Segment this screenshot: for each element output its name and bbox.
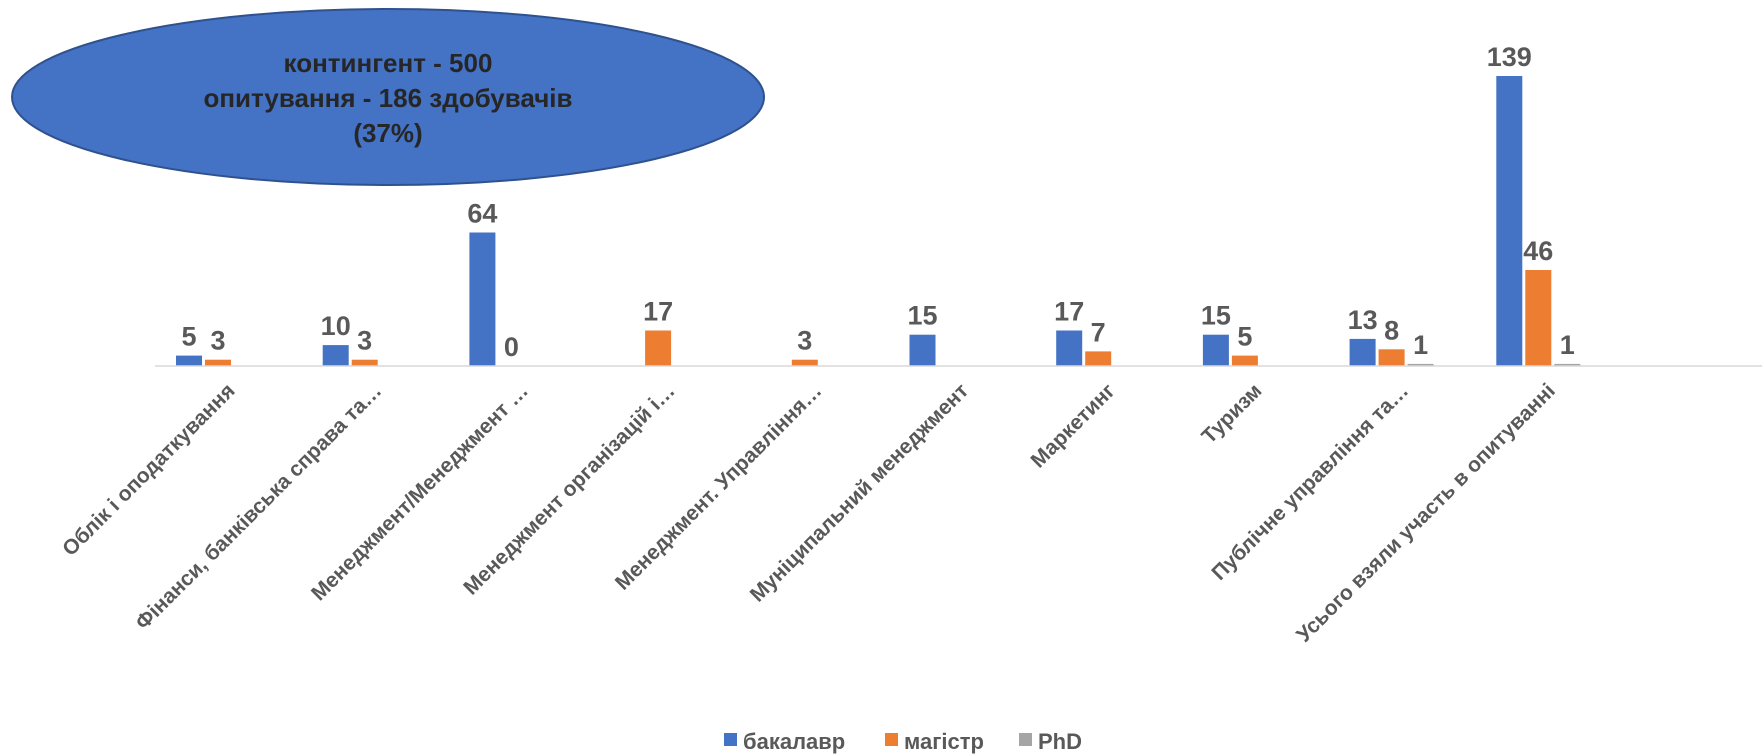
value-label-0-5: 15 xyxy=(907,301,937,331)
bar-1-8 xyxy=(1378,349,1405,366)
bar-0-7 xyxy=(1202,334,1229,366)
bar-1-1 xyxy=(351,359,378,366)
bar-1-7 xyxy=(1231,355,1258,366)
value-label-1-1: 3 xyxy=(357,326,372,356)
value-label-2-8: 1 xyxy=(1413,330,1428,360)
category-label-6: Маркетинг xyxy=(1027,379,1120,472)
value-label-1-0: 3 xyxy=(210,326,225,356)
value-label-1-6: 7 xyxy=(1091,317,1106,347)
category-label-7: Туризм xyxy=(1197,379,1266,448)
value-label-1-2: 0 xyxy=(504,332,519,362)
bar-1-6 xyxy=(1085,351,1112,366)
bar-2-8 xyxy=(1407,363,1434,366)
legend-label-master: магістр xyxy=(904,729,984,754)
legend-swatch-bachelor xyxy=(724,733,737,746)
legend-label-bachelor: бакалавр xyxy=(743,729,845,754)
category-label-9: Усього взяли участь в опитуванні xyxy=(1292,379,1560,647)
value-label-1-8: 8 xyxy=(1384,315,1399,345)
value-label-0-1: 10 xyxy=(321,311,351,341)
value-label-1-9: 46 xyxy=(1523,236,1553,266)
legend-label-phd: PhD xyxy=(1038,729,1082,754)
value-label-1-3: 17 xyxy=(643,297,673,327)
legend-swatch-master xyxy=(885,733,898,746)
bar-0-5 xyxy=(909,334,936,366)
category-label-0: Облік і оподаткування xyxy=(58,379,239,560)
legend: бакалавр магістр PhD xyxy=(724,729,1082,754)
value-label-1-4: 3 xyxy=(797,326,812,356)
callout-line-1: контингент - 500 xyxy=(284,48,493,78)
bar-1-0 xyxy=(205,359,231,366)
bar-0-2 xyxy=(469,232,496,366)
bar-1-3 xyxy=(645,330,672,366)
value-label-0-7: 15 xyxy=(1201,301,1231,331)
callout-line-3: (37%) xyxy=(353,118,422,148)
bar-1-4 xyxy=(791,359,818,366)
bar-2-9 xyxy=(1554,363,1581,366)
legend-swatch-phd xyxy=(1019,733,1032,746)
bar-0-6 xyxy=(1056,330,1083,366)
category-label-1: Фінанси, банківська справа та… xyxy=(131,379,386,634)
value-label-0-8: 13 xyxy=(1348,305,1378,335)
value-label-0-6: 17 xyxy=(1054,297,1084,327)
value-label-2-9: 1 xyxy=(1560,330,1575,360)
bar-0-9 xyxy=(1496,76,1523,366)
bar-1-9 xyxy=(1525,270,1552,366)
callout-ellipse xyxy=(11,8,765,186)
value-label-0-9: 139 xyxy=(1487,42,1532,72)
summary-callout: контингент - 500 опитування - 186 здобув… xyxy=(11,8,765,186)
value-label-0-2: 64 xyxy=(467,199,497,229)
bar-0-8 xyxy=(1349,338,1376,366)
bar-0-0 xyxy=(176,355,202,366)
callout-line-2: опитування - 186 здобувачів xyxy=(203,83,572,113)
bars-layer xyxy=(176,76,1581,366)
value-label-0-0: 5 xyxy=(181,322,196,352)
bar-0-1 xyxy=(322,345,349,366)
value-label-1-7: 5 xyxy=(1237,322,1252,352)
